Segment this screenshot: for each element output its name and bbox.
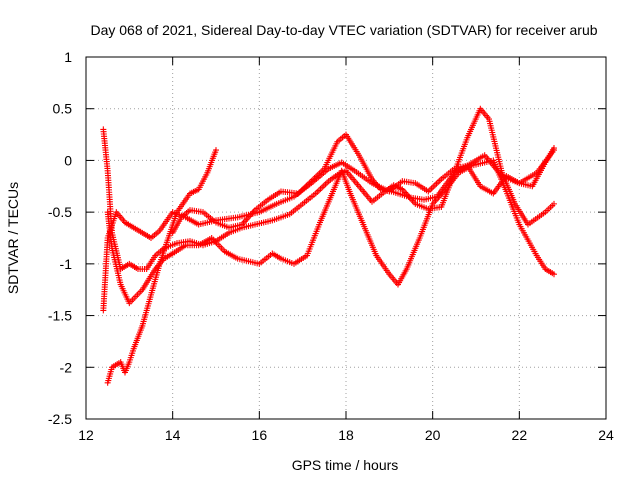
x-tick-label: 22 — [512, 427, 528, 443]
y-tick-label: -1 — [60, 256, 73, 272]
data-point — [213, 147, 219, 154]
y-tick-label: -2 — [60, 359, 73, 375]
data-point — [551, 145, 557, 152]
y-tick-label: 0.5 — [53, 101, 73, 117]
x-tick-label: 14 — [165, 427, 181, 443]
x-axis-label: GPS time / hours — [292, 457, 399, 473]
y-tick-label: 0 — [64, 152, 72, 168]
y-tick-label: -0.5 — [48, 204, 72, 220]
chart-title: Day 068 of 2021, Sidereal Day-to-day VTE… — [90, 22, 597, 38]
y-tick-label: -2.5 — [48, 411, 72, 427]
data-point — [551, 200, 557, 207]
x-tick-label: 24 — [598, 427, 614, 443]
series-track-5 — [169, 131, 557, 236]
grid — [86, 57, 606, 419]
data-points — [100, 105, 557, 386]
x-tick-label: 16 — [252, 427, 268, 443]
y-axis-label: SDTVAR / TECUs — [5, 182, 21, 294]
x-tick-label: 20 — [425, 427, 441, 443]
series-track-4 — [104, 147, 219, 386]
axis-ticks — [85, 56, 607, 420]
data-point — [551, 271, 557, 278]
axis-tick-labels: 12 14 16 18 20 22 24 -2.5 -2 -1.5 -1 -0.5 0 0.5 1 — [48, 49, 614, 443]
series-track-1 — [100, 147, 557, 314]
x-tick-label: 18 — [338, 427, 354, 443]
x-tick-label: 12 — [78, 427, 94, 443]
series-track-3 — [104, 157, 557, 307]
y-tick-label: -1.5 — [48, 308, 72, 324]
y-tick-label: 1 — [64, 49, 72, 65]
